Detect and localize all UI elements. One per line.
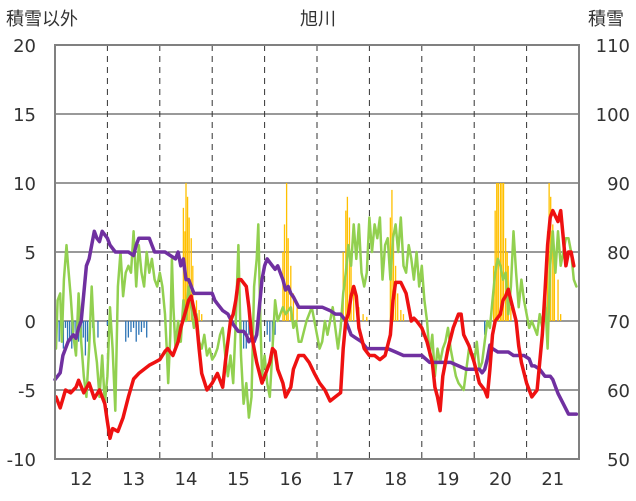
bar bbox=[557, 279, 559, 321]
bar bbox=[266, 321, 268, 335]
left-tick-label: 5 bbox=[25, 243, 36, 264]
bar bbox=[348, 217, 351, 321]
bar bbox=[66, 321, 69, 346]
bar bbox=[499, 183, 502, 321]
bar bbox=[502, 183, 505, 321]
bar bbox=[58, 321, 60, 342]
bar bbox=[285, 183, 288, 321]
bar bbox=[185, 183, 187, 321]
bar bbox=[366, 316, 368, 321]
bar bbox=[283, 224, 286, 321]
series-line bbox=[54, 208, 576, 441]
left-tick-label: 10 bbox=[13, 174, 36, 195]
bar bbox=[496, 183, 498, 321]
bar bbox=[64, 321, 67, 328]
bar bbox=[287, 238, 289, 321]
bar bbox=[143, 321, 145, 328]
bar bbox=[106, 321, 109, 326]
bar bbox=[125, 321, 127, 342]
right-axis-label: 積雪 bbox=[588, 9, 624, 30]
bar bbox=[248, 321, 250, 335]
left-tick-label: -10 bbox=[7, 450, 36, 471]
bar bbox=[190, 238, 192, 321]
x-tick-label: 12 bbox=[70, 469, 93, 490]
series-line bbox=[54, 216, 578, 419]
right-tick-label: 80 bbox=[607, 243, 630, 264]
bar bbox=[362, 314, 364, 321]
bar bbox=[138, 321, 140, 335]
bar bbox=[127, 321, 130, 338]
x-tick-label: 14 bbox=[175, 469, 198, 490]
plot-frame bbox=[54, 44, 580, 460]
bar bbox=[269, 321, 271, 342]
x-tick-label: 15 bbox=[227, 469, 250, 490]
bar bbox=[140, 321, 143, 333]
left-tick-labels: 20 15 10 5 0 -5 -10 bbox=[7, 36, 36, 471]
bar bbox=[62, 321, 65, 349]
bar bbox=[402, 314, 405, 321]
right-tick-label: 90 bbox=[607, 174, 630, 195]
right-tick-label: 60 bbox=[607, 381, 630, 402]
left-tick-label: 20 bbox=[13, 36, 36, 57]
left-tick-label: -5 bbox=[18, 381, 36, 402]
bar bbox=[188, 217, 190, 321]
line-series bbox=[53, 208, 579, 441]
bar bbox=[501, 183, 503, 321]
bar bbox=[392, 238, 395, 321]
bar bbox=[135, 321, 137, 342]
right-tick-label: 110 bbox=[596, 36, 630, 57]
right-tick-label: 100 bbox=[596, 105, 630, 126]
x-tick-label: 18 bbox=[384, 469, 407, 490]
x-tick-labels: 12 13 14 15 16 17 18 19 20 21 bbox=[70, 469, 565, 490]
bar bbox=[494, 210, 496, 321]
x-tick-label: 19 bbox=[437, 469, 460, 490]
bar bbox=[552, 224, 554, 321]
bar bbox=[274, 321, 276, 335]
bar bbox=[132, 321, 135, 328]
x-tick-label: 13 bbox=[122, 469, 145, 490]
chart-title: 旭川 bbox=[300, 9, 336, 30]
left-tick-label: 15 bbox=[13, 105, 36, 126]
bar bbox=[146, 321, 148, 338]
bar bbox=[201, 314, 203, 321]
bar bbox=[69, 321, 71, 338]
bar bbox=[510, 307, 512, 321]
bar bbox=[86, 321, 89, 342]
x-tick-label: 16 bbox=[279, 469, 302, 490]
x-tick-label: 20 bbox=[489, 469, 512, 490]
bar bbox=[97, 321, 99, 338]
bar bbox=[186, 196, 189, 321]
bar bbox=[82, 321, 84, 338]
right-tick-label: 50 bbox=[607, 450, 630, 471]
bar bbox=[484, 321, 486, 335]
bar bbox=[195, 300, 198, 321]
bar bbox=[296, 307, 298, 321]
left-axis-label: 積雪以外 bbox=[6, 9, 78, 30]
bar bbox=[397, 293, 399, 321]
bar bbox=[497, 183, 499, 321]
x-tick-label: 21 bbox=[541, 469, 564, 490]
bar bbox=[84, 321, 87, 356]
bar bbox=[553, 252, 556, 321]
bar bbox=[130, 321, 132, 333]
bar bbox=[198, 309, 200, 321]
left-tick-label: 0 bbox=[25, 312, 36, 333]
bar bbox=[242, 321, 245, 349]
gridlines bbox=[54, 45, 579, 459]
bar bbox=[548, 183, 550, 321]
bar bbox=[560, 314, 562, 321]
bar bbox=[350, 252, 352, 321]
bar bbox=[353, 286, 355, 321]
bar bbox=[292, 293, 295, 321]
x-tick-label: 17 bbox=[332, 469, 355, 490]
bar bbox=[400, 309, 402, 321]
right-tick-labels: 110 100 90 80 70 60 50 bbox=[596, 36, 630, 471]
right-tick-label: 70 bbox=[607, 312, 630, 333]
